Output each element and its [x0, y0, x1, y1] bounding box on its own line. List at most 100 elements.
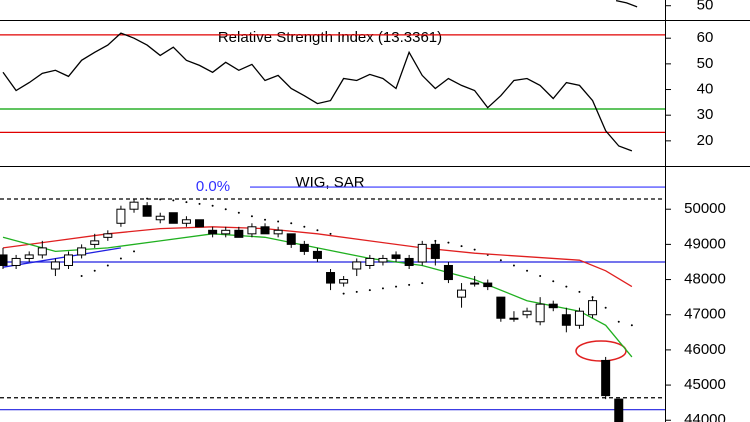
sar-dot — [460, 245, 463, 248]
candle-body — [509, 317, 519, 320]
sar-dot — [80, 275, 83, 278]
sar-dot — [355, 290, 358, 293]
sar-dot — [342, 292, 345, 295]
candle-body — [90, 240, 100, 245]
sar-dot — [185, 201, 188, 204]
line-series — [2, 226, 633, 288]
trend-line — [2, 247, 122, 268]
sar-dot — [224, 208, 227, 211]
highlight-ellipse — [575, 340, 627, 362]
y-tick-label: 60 — [697, 29, 714, 46]
sar-dot — [264, 218, 267, 221]
sar-dot — [447, 241, 450, 244]
candle-body — [378, 257, 388, 263]
line-series — [2, 233, 633, 358]
candle-body — [155, 215, 165, 221]
candle-body — [548, 303, 558, 309]
candle-body — [221, 229, 231, 235]
candle-body — [208, 229, 218, 235]
y-tick-label: 50000 — [684, 200, 726, 217]
sar-dot — [237, 211, 240, 214]
candle-body — [64, 254, 74, 266]
candle-body — [496, 296, 506, 319]
candle-body — [326, 272, 336, 284]
sar-dot — [526, 269, 529, 272]
sar-dot — [198, 202, 201, 205]
y-tick-label: 50 — [697, 0, 714, 14]
candle-body — [391, 254, 401, 259]
y-tick-label: 47000 — [684, 306, 726, 323]
candle-body — [470, 282, 480, 285]
candle-body — [247, 226, 257, 235]
sar-dot — [146, 197, 149, 200]
candle-body — [260, 226, 270, 235]
sar-dot — [395, 285, 398, 288]
sar-dot — [290, 222, 293, 225]
candle-body — [535, 303, 545, 323]
candle-body — [37, 247, 47, 256]
sar-dot — [512, 264, 515, 267]
candle-body — [129, 201, 139, 210]
candle-body — [365, 257, 375, 266]
candle-body — [417, 243, 427, 263]
candle-body — [352, 261, 362, 270]
candle-body — [588, 300, 598, 316]
sar-dot — [565, 285, 568, 288]
candle-body — [574, 310, 584, 326]
candle-body — [601, 359, 611, 397]
sar-dot — [316, 229, 319, 232]
sar-dot — [578, 290, 581, 293]
sar-dot — [303, 225, 306, 228]
y-tick-label: 40 — [697, 80, 714, 97]
sar-dot — [93, 269, 96, 272]
candle-body — [77, 247, 87, 256]
sar-dot — [159, 198, 162, 201]
candle-body — [561, 314, 571, 326]
sar-dot — [250, 215, 253, 218]
line-series — [615, 0, 638, 8]
sar-dot — [473, 248, 476, 251]
sar-dot — [172, 199, 175, 202]
sar-dot — [552, 280, 555, 283]
candle-body — [0, 254, 8, 266]
y-tick-label: 45000 — [684, 376, 726, 393]
candle-body — [430, 243, 440, 259]
y-tick-label: 44000 — [684, 411, 726, 422]
sar-dot — [421, 282, 424, 285]
candle-body — [286, 233, 296, 245]
candle-body — [404, 257, 414, 266]
y-tick-label: 30 — [697, 106, 714, 123]
sar-dot — [604, 306, 607, 309]
candle-body — [339, 279, 349, 284]
candle-body — [11, 257, 21, 266]
candle-body — [24, 254, 34, 259]
y-tick-label: 20 — [697, 132, 714, 149]
line-series — [2, 32, 633, 152]
candle-body — [299, 243, 309, 252]
sar-dot — [119, 257, 122, 260]
candle-body — [483, 282, 493, 288]
sar-dot — [539, 275, 542, 278]
sar-dot — [368, 289, 371, 292]
candle-body — [181, 219, 191, 224]
candle-body — [103, 233, 113, 238]
fib-label: 0.0% — [196, 178, 230, 195]
candle-body — [142, 205, 152, 217]
sar-dot — [381, 287, 384, 290]
candle-body — [312, 250, 322, 259]
candle-body — [457, 289, 467, 298]
sar-dot — [211, 204, 214, 207]
candle-body — [50, 261, 60, 270]
sar-dot — [499, 259, 502, 262]
y-tick-label: 50 — [697, 55, 714, 72]
panel-title: WIG, SAR — [295, 174, 364, 191]
candle-body — [273, 229, 283, 235]
candle-body — [443, 264, 453, 281]
candle-body — [168, 212, 178, 224]
panel-title: Relative Strength Index (13.3361) — [218, 29, 442, 46]
candle-body — [614, 398, 624, 422]
y-tick-label: 46000 — [684, 341, 726, 358]
sar-dot — [133, 250, 136, 253]
